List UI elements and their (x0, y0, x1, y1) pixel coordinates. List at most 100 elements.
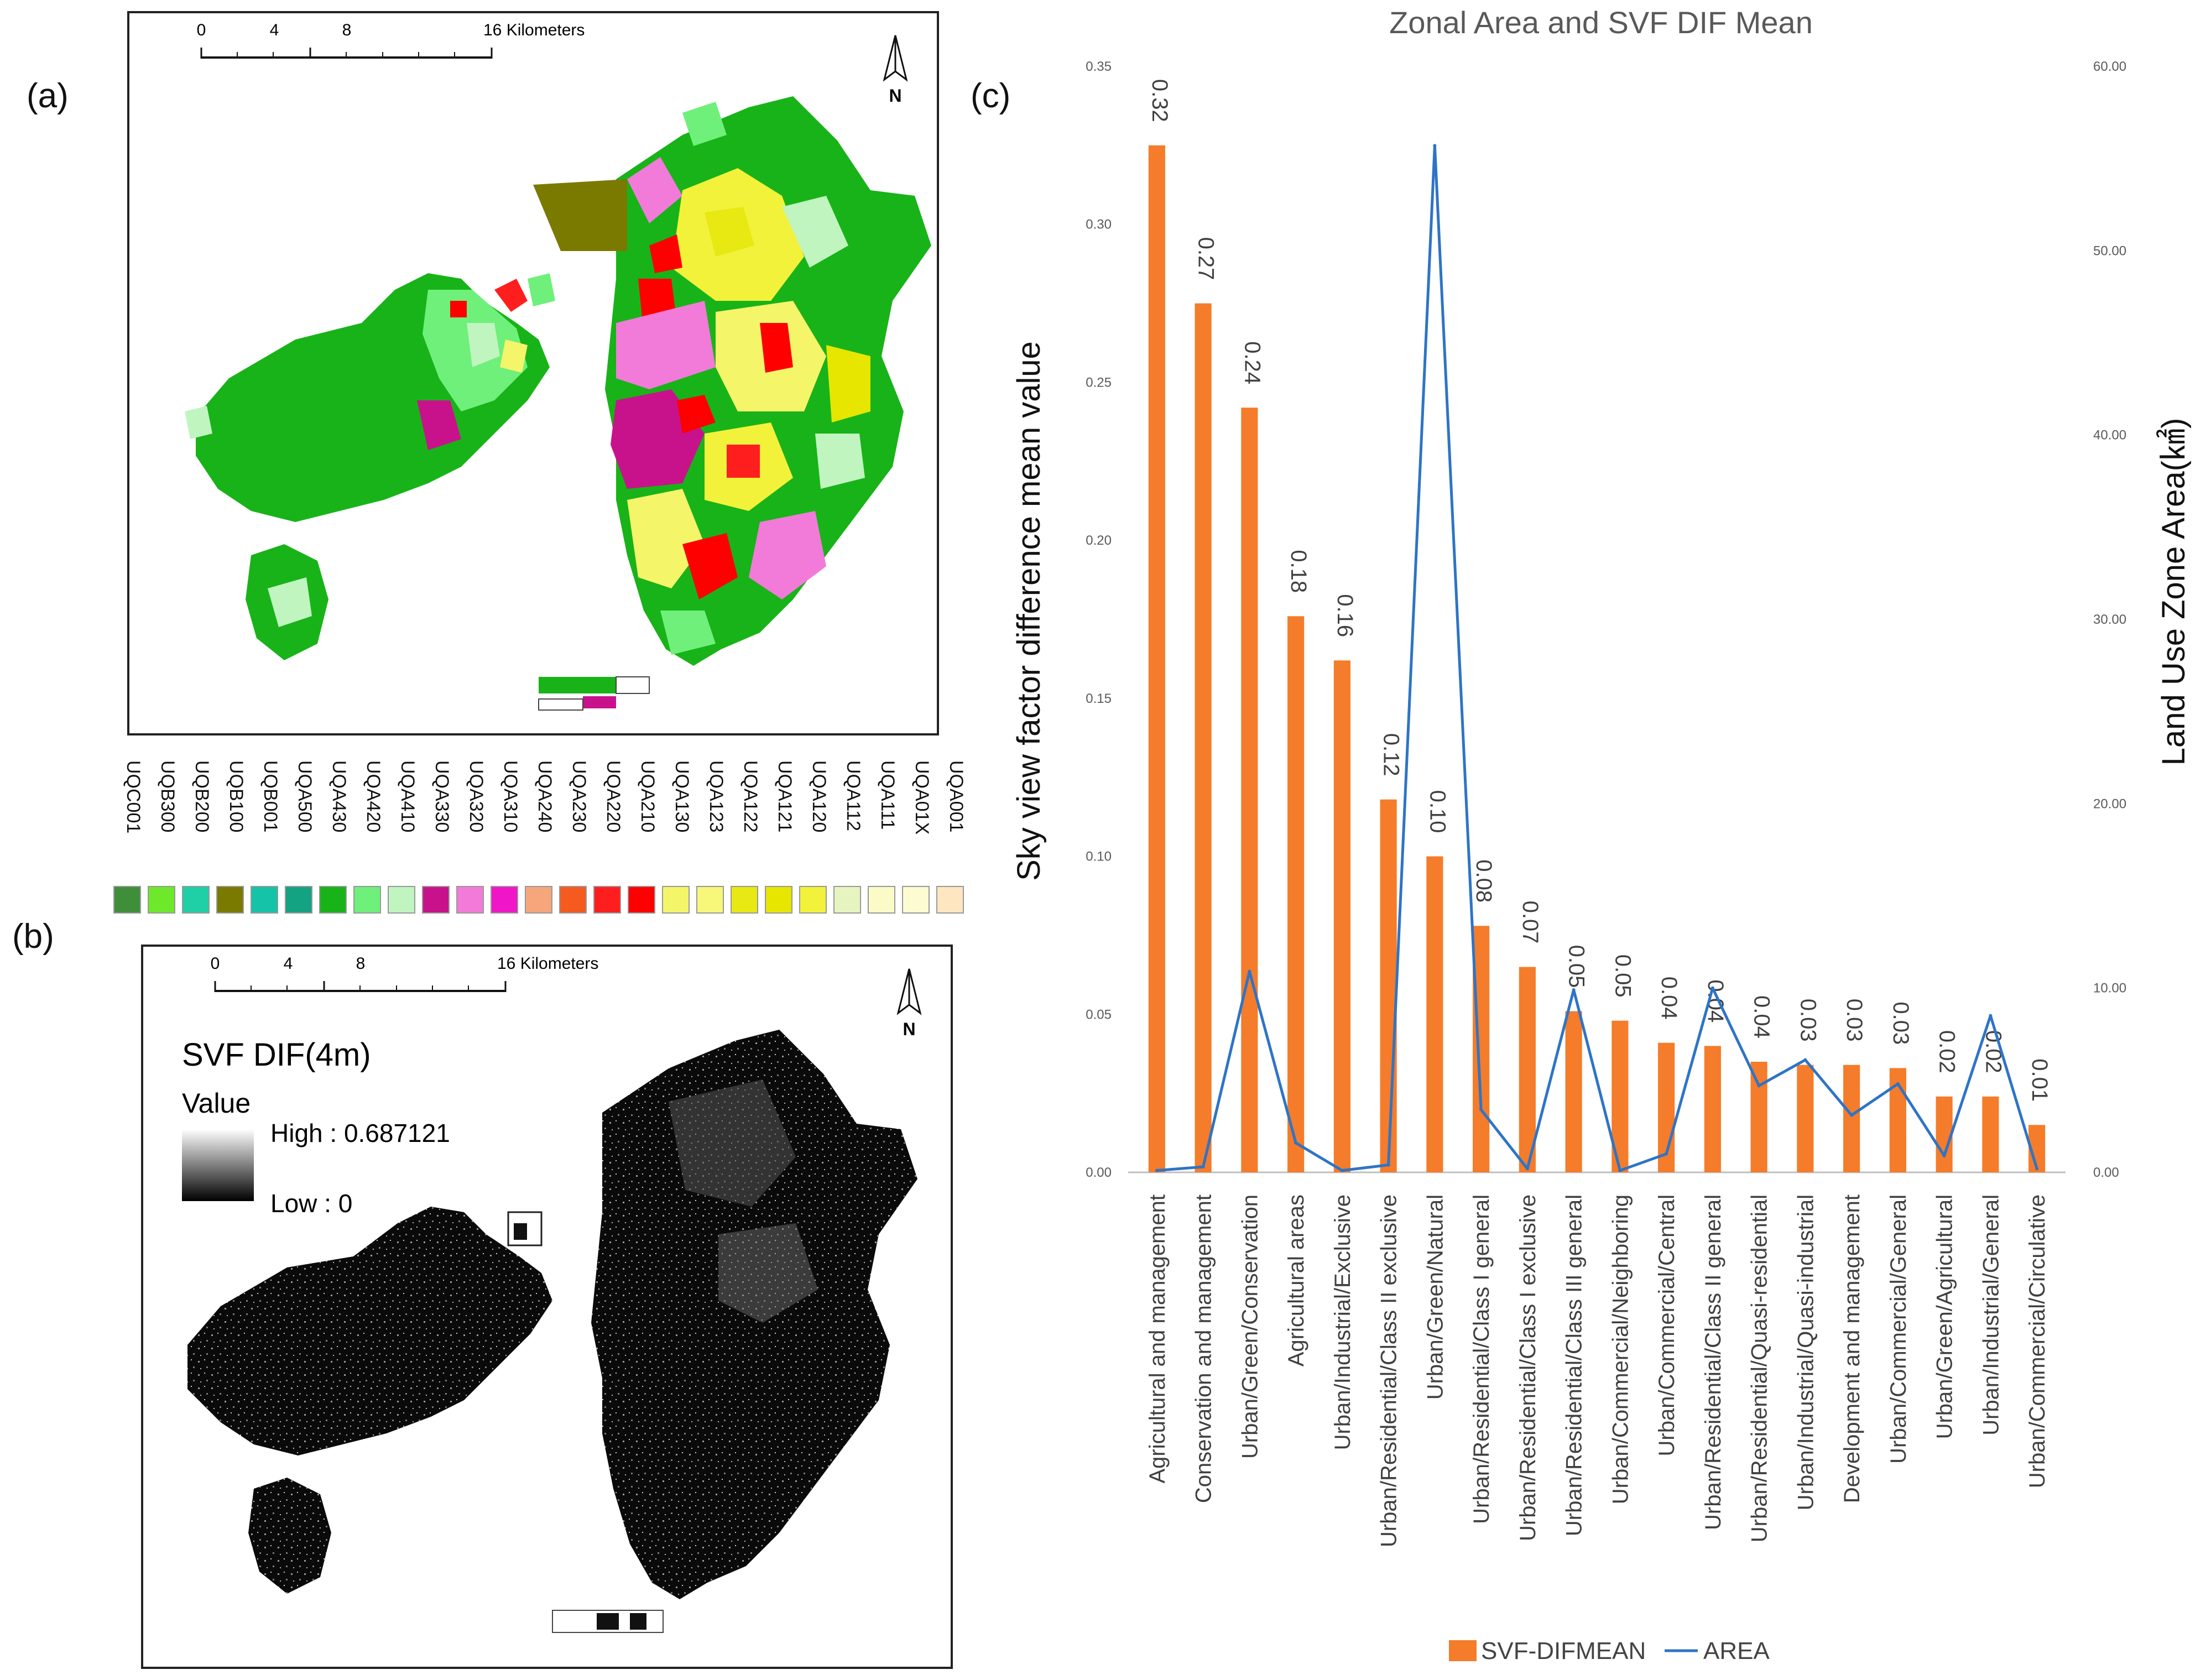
x-tick-label: Urban/Commercial/Circulative (2025, 1194, 2049, 1488)
bar-value-label: 0.01 (2027, 1058, 2052, 1102)
bar-value-label: 0.16 (1333, 594, 1357, 637)
area-point-2 (1201, 1165, 1205, 1168)
area-point-14 (1757, 1084, 1761, 1088)
svf-color-ramp (182, 1129, 254, 1201)
bar-value-label: 0.03 (1842, 999, 1866, 1042)
y2-tick-label: 50.00 (2093, 243, 2126, 258)
legend-swatch-uqa001 (936, 886, 964, 914)
bar-9 (1519, 967, 1536, 1172)
x-axis: Agricultural and management Conservation … (1145, 1194, 2049, 1547)
legend-label-area: AREA (1703, 1637, 1770, 1665)
bar-value-label: 0.18 (1286, 550, 1311, 593)
bar-value-label: 0.04 (1750, 995, 1774, 1039)
legend-code-uqa121: UQA121 (774, 760, 795, 832)
legend-swatch-uqa410 (388, 886, 415, 914)
legend-label-svf: SVF-DIFMEAN (1481, 1637, 1646, 1665)
x-tick-label: Urban/Industrial/Quasi-industrial (1793, 1194, 1818, 1510)
legend-swatch-uqa112 (833, 886, 861, 914)
y-tick-label: 0.10 (1086, 849, 1112, 864)
land-use-legend: UQC001 UQB300 UQB200 UQB100 UQB001 UQA500 UQA4… (113, 760, 967, 914)
bar-value-label: 0.05 (1564, 945, 1589, 988)
legend-code-uqa111: UQA111 (877, 760, 898, 829)
x-tick-label: Urban/Green/Agricultural (1933, 1194, 1957, 1439)
bar-16 (1843, 1065, 1860, 1172)
area-point-3 (1248, 969, 1251, 973)
panel-label-b: (b) (12, 917, 54, 956)
legend-code-uqa001: UQA001 (946, 760, 967, 832)
area-point-8 (1479, 1108, 1483, 1112)
area-point-13 (1710, 986, 1714, 990)
area-point-4 (1294, 1141, 1298, 1145)
scale-tick-4: 4 (284, 954, 293, 973)
scale-bar: 0 4 8 16 Kilometers (211, 954, 598, 992)
legend-code-uqa01x: UQA01X (911, 760, 932, 834)
y2-tick-label: 0.00 (2093, 1165, 2119, 1180)
bar-13 (1704, 1046, 1721, 1172)
bar-value-labels: 0.32 0.27 0.24 0.18 0.16 0.12 0.10 0.08 0.07 0.05… (1148, 79, 2052, 1102)
y-axis: 0.00 0.05 0.10 0.15 0.20 0.25 0.30 0.35 (1086, 59, 2066, 1180)
bar-value-label: 0.32 (1148, 79, 1172, 122)
bar-value-label: 0.27 (1194, 237, 1218, 280)
bar-value-label: 0.04 (1703, 979, 1728, 1022)
legend-code-uqa430: UQA430 (328, 760, 350, 832)
y-tick-label: 0.35 (1086, 59, 1112, 74)
svf-low-label: Low : 0 (270, 1189, 352, 1218)
legend-code-uqb100: UQB100 (226, 760, 247, 832)
y-tick-label: 0.05 (1086, 1007, 1112, 1022)
legend-code-uqa410: UQA410 (397, 760, 418, 832)
north-arrow-icon: N (896, 968, 922, 1039)
legend-swatch-uqa310 (491, 886, 518, 914)
area-point-12 (1665, 1152, 1668, 1156)
legend-swatch-uqa230 (559, 886, 587, 914)
bar-value-label: 0.03 (1796, 999, 1820, 1042)
scale-bar: 0 4 8 16 Kilometers (197, 21, 585, 59)
legend-code-uqa500: UQA500 (294, 760, 315, 832)
legend-code-uqc001: UQC001 (123, 760, 144, 833)
legend-code-uqa310: UQA310 (500, 760, 521, 832)
scale-tick-4: 4 (270, 21, 279, 39)
y-tick-label: 0.25 (1086, 375, 1112, 390)
legend-code-uqa123: UQA123 (706, 760, 727, 832)
bar-value-label: 0.04 (1657, 977, 1681, 1020)
legend-code-uqa120: UQA120 (809, 760, 830, 832)
legend-swatch-uqa123 (696, 886, 724, 914)
legend-swatch-uqa220 (593, 886, 621, 914)
area-point-6 (1386, 1163, 1390, 1167)
bar-1 (1148, 145, 1165, 1172)
legend-swatch-uqa210 (628, 886, 655, 914)
area-point-5 (1340, 1168, 1344, 1172)
legend-code-uqa220: UQA220 (603, 760, 624, 832)
legend-swatch-uqa01x (902, 886, 930, 914)
legend-code-uqa112: UQA112 (843, 760, 864, 831)
y2-tick-label: 60.00 (2093, 59, 2126, 74)
bar-10 (1565, 1011, 1582, 1172)
bar-value-label: 0.03 (1889, 1001, 1913, 1045)
y2-axis-label: Land Use Zone Area(㎢) (2156, 418, 2192, 766)
bar-3 (1241, 408, 1258, 1173)
y-axis-label: Sky view factor difference mean value (1011, 341, 1047, 881)
x-tick-label: Urban/Commercial/Central (1655, 1194, 1679, 1456)
svf-dif-map: 0 4 8 16 Kilometers N SVF DIF(4m) Value … (141, 945, 953, 1669)
x-tick-label: Conservation and management (1192, 1194, 1216, 1503)
legend-code-uqb300: UQB300 (157, 760, 178, 832)
legend-code-uqa230: UQA230 (569, 760, 590, 832)
bar-value-label: 0.08 (1472, 859, 1496, 902)
legend-swatch-uqb100 (216, 886, 244, 914)
legend-swatch-uqa121 (765, 886, 792, 914)
legend-code-uqa130: UQA130 (671, 760, 692, 832)
bar-value-label: 0.07 (1518, 901, 1542, 944)
bar-15 (1797, 1065, 1814, 1172)
legend-swatch-uqa430 (319, 886, 347, 914)
legend-code-uqa420: UQA420 (363, 760, 384, 832)
legend-swatch-uqa420 (353, 886, 381, 914)
legend-code-uqb001: UQB001 (260, 760, 281, 832)
legend-swatch-uqa320 (456, 886, 484, 914)
legend-swatch-uqa120 (799, 886, 827, 914)
legend-swatch-uqa122 (731, 886, 758, 914)
legend-swatch-uqa240 (525, 886, 552, 914)
x-tick-label: Agricultural areas (1284, 1194, 1308, 1366)
bar-7 (1426, 856, 1443, 1172)
x-tick-label: Urban/Industrial/General (1979, 1194, 2003, 1436)
legend-swatch-uqb200 (182, 886, 210, 914)
panel-label-c: (c) (971, 77, 1011, 115)
